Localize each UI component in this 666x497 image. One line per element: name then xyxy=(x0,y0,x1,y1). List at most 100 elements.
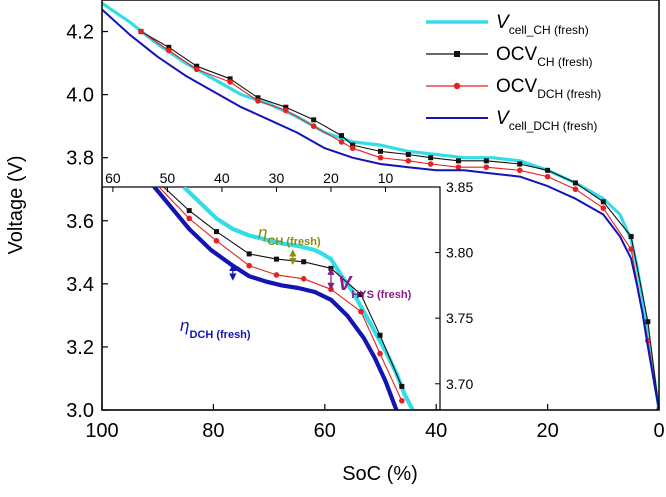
inset-series-v-cell-dch xyxy=(151,187,399,410)
main-point-ocv-ch xyxy=(483,158,489,164)
main-point-ocv-dch xyxy=(166,47,172,54)
main-point-ocv-ch xyxy=(166,44,172,50)
inset-x-tick-label: 10 xyxy=(378,170,394,186)
inset-point-ocv-dch xyxy=(213,237,220,244)
inset-point-ocv-ch xyxy=(301,259,307,265)
main-point-ocv-ch xyxy=(339,133,345,139)
main-point-ocv-dch xyxy=(572,186,579,193)
x-axis-label: SoC (%) xyxy=(342,463,418,485)
main-point-ocv-dch xyxy=(600,205,607,211)
x-tick-label: 80 xyxy=(202,420,224,442)
x-tick-label: 0 xyxy=(653,420,664,442)
y-tick-label: 3.4 xyxy=(66,274,94,296)
main-point-ocv-dch xyxy=(628,246,634,252)
y-axis-label: Voltage (V) xyxy=(5,156,27,255)
inset-x-tick-label: 30 xyxy=(269,170,285,186)
legend-swatch-marker xyxy=(454,51,460,57)
y-tick-label: 3.8 xyxy=(66,148,94,170)
main-point-ocv-dch xyxy=(405,158,412,164)
inset-point-ocv-dch xyxy=(358,308,364,315)
legend-swatch-marker xyxy=(453,82,461,90)
inset-y-tick-label: 3.85 xyxy=(446,179,473,195)
inset-series-ocv-dch xyxy=(158,187,403,402)
main-axes: 100 80 60 40 20 0 3.0 3.2 3.4 3.6 3.8 4.0 4.2 xyxy=(66,22,664,442)
main-point-ocv-dch xyxy=(455,164,462,170)
main-point-ocv-dch xyxy=(483,164,490,170)
main-point-ocv-dch xyxy=(310,123,317,129)
y-tick-label: 3.6 xyxy=(66,211,94,233)
x-tick-label: 60 xyxy=(314,420,336,442)
main-point-ocv-ch xyxy=(194,63,200,69)
main-point-ocv-ch xyxy=(600,199,606,205)
inset-y-tick-label: 3.75 xyxy=(446,310,473,326)
y-tick-label: 3.0 xyxy=(66,400,94,422)
x-tick-label: 20 xyxy=(536,420,558,442)
main-point-ocv-ch xyxy=(428,155,434,161)
main-point-ocv-ch xyxy=(283,104,289,110)
eta-dch-label: ηDCH (fresh) xyxy=(180,316,251,341)
inset-y-tick-label: 3.70 xyxy=(446,376,473,392)
main-series-v-cell-dch xyxy=(102,8,659,410)
legend: Vcell_CH (fresh) OCVCH (fresh) OCVDCH (fre… xyxy=(426,12,601,133)
legend-label: OCVCH (fresh) xyxy=(496,44,593,69)
main-point-ocv-dch xyxy=(377,154,384,161)
main-point-ocv-ch xyxy=(350,142,356,148)
inset-point-ocv-ch xyxy=(154,178,159,183)
inset-point-ocv-ch xyxy=(246,251,252,257)
main-point-ocv-ch xyxy=(311,117,317,123)
main-point-ocv-dch xyxy=(338,139,345,145)
inset-point-ocv-dch xyxy=(377,350,383,357)
inset-x-tick-label: 40 xyxy=(214,170,230,186)
main-point-ocv-dch xyxy=(255,98,261,104)
main-point-ocv-dch xyxy=(427,161,434,167)
x-tick-label: 40 xyxy=(425,420,447,442)
main-point-ocv-ch xyxy=(405,152,411,158)
inset-point-ocv-ch xyxy=(186,208,192,214)
inset-point-ocv-dch xyxy=(300,276,307,282)
legend-label: Vcell_DCH (fresh) xyxy=(496,108,597,133)
main-point-ocv-dch xyxy=(283,107,289,114)
inset-x-tick-label: 60 xyxy=(105,170,121,186)
inset-point-ocv-ch xyxy=(358,292,364,298)
inset-point-ocv-ch xyxy=(399,383,405,389)
inset-point-ocv-dch xyxy=(328,286,334,293)
main-point-ocv-dch xyxy=(227,79,233,85)
main-point-ocv-dch xyxy=(516,167,523,174)
main-frame xyxy=(101,0,660,411)
main-point-ocv-ch xyxy=(227,76,233,82)
inset-point-ocv-dch xyxy=(399,398,405,404)
inset-series-v-cell-ch xyxy=(182,187,415,410)
main-point-ocv-ch xyxy=(572,180,578,186)
inset-annotations: ηCH (fresh) ηDCH (fresh) VHYS (fresh) xyxy=(180,223,412,341)
main-point-ocv-dch xyxy=(349,145,356,152)
inset-plot-lines xyxy=(151,178,415,410)
inset-point-ocv-ch xyxy=(377,332,383,338)
inset-point-ocv-dch xyxy=(186,215,193,222)
inset-point-ocv-dch xyxy=(246,262,252,269)
x-tick-label: 100 xyxy=(85,420,118,442)
inset-point-ocv-ch xyxy=(328,265,334,271)
main-point-ocv-ch xyxy=(517,161,523,167)
main-point-ocv-ch xyxy=(255,95,261,101)
eta-ch-label: ηCH (fresh) xyxy=(258,223,321,248)
inset-x-tick-label: 20 xyxy=(323,170,339,186)
inset-point-ocv-ch xyxy=(273,256,279,262)
y-tick-label: 4.2 xyxy=(66,22,94,44)
main-point-ocv-ch xyxy=(545,167,551,173)
inset-point-ocv-dch xyxy=(155,187,158,188)
inset-axes: 60 50 40 30 20 10 3.70 3.75 3.80 3.85 xyxy=(105,170,473,392)
y-tick-label: 3.2 xyxy=(66,337,94,359)
main-point-ocv-ch xyxy=(645,319,651,325)
inset-y-tick-label: 3.80 xyxy=(446,245,473,261)
main-point-ocv-dch xyxy=(193,66,200,73)
main-point-ocv-ch xyxy=(378,148,383,154)
main-point-ocv-ch xyxy=(628,234,634,240)
inset-x-tick-label: 50 xyxy=(160,170,176,186)
legend-label: Vcell_CH (fresh) xyxy=(496,12,589,37)
v-hys-label: VHYS (fresh) xyxy=(338,273,412,301)
main-point-ocv-ch xyxy=(455,158,461,164)
y-tick-label: 4.0 xyxy=(66,85,94,107)
inset-point-ocv-dch xyxy=(273,272,280,278)
